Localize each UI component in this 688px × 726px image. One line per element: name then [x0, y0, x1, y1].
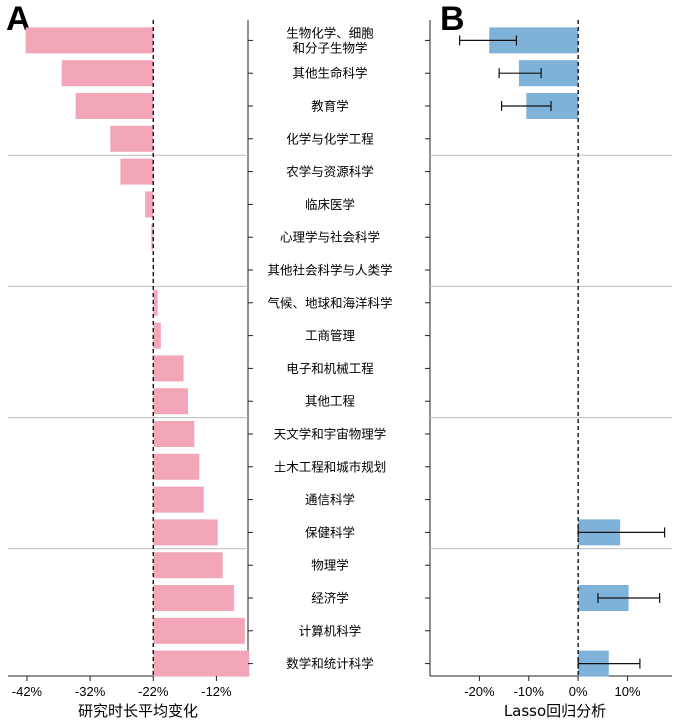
panel-a-bar-7: [153, 257, 155, 283]
panel-a-bar-17: [153, 585, 235, 611]
category-label-14: 通信科学: [305, 492, 355, 507]
panel-a-chart: -42% -32% -22% -12%: [8, 20, 253, 699]
category-label-19: 数学和统计科学: [286, 656, 374, 671]
category-label-8: 气候、地球和海洋科学: [267, 295, 392, 310]
panel-a-bar-2: [75, 93, 154, 119]
panel-b-chart: -20% -10% 0% 10%: [425, 20, 672, 699]
category-label-12: 天文学和宇宙物理学: [274, 427, 387, 442]
panel-a-bar-13: [153, 453, 200, 480]
category-label-15: 保健科学: [305, 525, 355, 540]
category-label-4: 农学与资源科学: [286, 164, 374, 179]
panel-a-bar-5: [145, 191, 154, 218]
panel-a-bar-8: [153, 289, 158, 316]
panel-a-bar-11: [153, 388, 188, 415]
category-label-9: 工商管理: [305, 328, 356, 343]
panel-a-bar-12: [153, 421, 195, 447]
category-label-5: 临床医学: [305, 197, 355, 212]
category-label-column: 生物化学、细胞和分子生物学其他生命科学教育学化学与化学工程农学与资源科学临床医学…: [267, 25, 392, 671]
panel-a-x-tick-label-0: -42%: [12, 684, 43, 699]
panel-a-bar-16: [153, 552, 223, 579]
panel-a-bar-18: [153, 617, 245, 644]
category-label-16: 物理学: [311, 558, 349, 573]
panel-a-bar-19: [153, 650, 250, 677]
panel-letter-b: B: [440, 0, 465, 38]
panel-a-x-axis-title: 研究时长平均变化: [78, 702, 198, 720]
panel-a-bar-6: [151, 224, 154, 251]
panel-a-bar-3: [110, 125, 154, 152]
panel-a-bar-0: [25, 27, 154, 54]
category-label-17: 经济学: [311, 591, 349, 606]
panel-a-x-tick-label-3: -12%: [201, 684, 232, 699]
category-label-6: 心理学与社会科学: [280, 230, 380, 245]
category-label-0-line-1: 和分子生物学: [292, 40, 367, 55]
category-label-2: 教育学: [311, 99, 349, 114]
panel-b-x-tick-label-0: -20%: [464, 684, 495, 699]
panel-b-x-axis-title: Lasso回归分析: [504, 702, 606, 720]
category-label-10: 电子和机械工程: [286, 361, 374, 376]
panel-a-x-tick-label-1: -32%: [75, 684, 106, 699]
panel-a-bar-4: [120, 158, 154, 185]
category-label-11: 其他工程: [305, 394, 356, 409]
category-label-18: 计算机科学: [299, 623, 362, 638]
panel-a-bar-10: [153, 355, 184, 382]
category-label-0-line-0: 生物化学、细胞: [286, 25, 374, 40]
panel-b-x-tick-label-1: -10%: [514, 684, 545, 699]
panel-a-x-tick-label-2: -22%: [138, 684, 169, 699]
category-label-1: 其他生命科学: [292, 66, 367, 81]
panel-a-bar-1: [61, 60, 154, 87]
panel-b-x-tick-label-2: 0%: [569, 684, 588, 699]
category-label-7: 其他社会科学与人类学: [267, 263, 392, 278]
panel-a-bar-14: [153, 486, 204, 513]
panel-a-bar-15: [153, 519, 218, 546]
category-label-13: 土木工程和城市规划: [274, 459, 387, 474]
panel-a-bar-9: [153, 322, 161, 349]
category-label-3: 化学与化学工程: [286, 131, 374, 146]
panel-b-x-tick-label-3: 10%: [615, 684, 641, 699]
